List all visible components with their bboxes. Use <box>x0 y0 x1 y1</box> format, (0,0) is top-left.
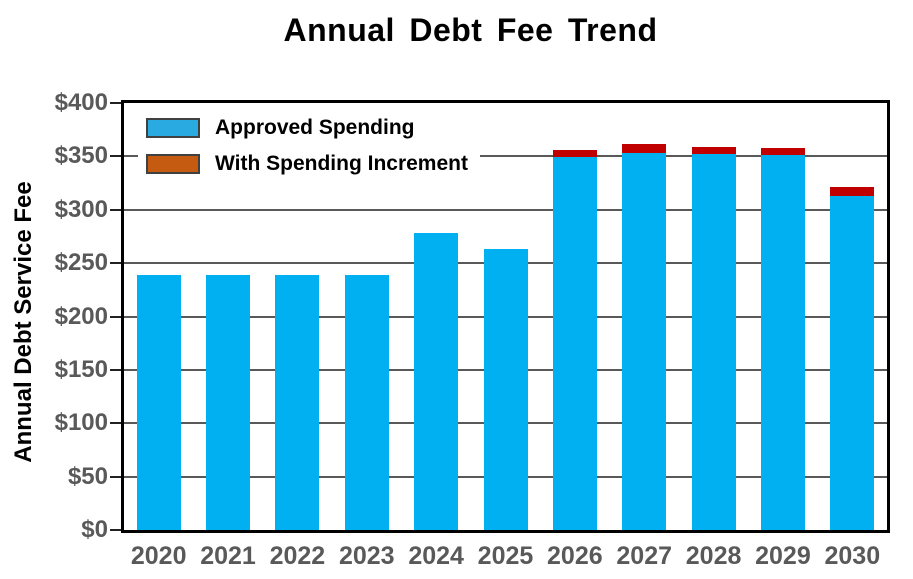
legend-label: With Spending Increment <box>215 152 468 175</box>
bar-segment-spending-increment <box>622 143 667 154</box>
bar-segment-approved-spending <box>691 154 736 530</box>
y-axis-tick <box>110 315 121 318</box>
bar-segment-spending-increment <box>830 187 875 196</box>
y-tick-label: $200 <box>54 302 108 330</box>
x-tick-label: 2023 <box>338 542 395 570</box>
plot-area: Approved Spending With Spending Increment <box>110 100 890 533</box>
x-tick-label: 2030 <box>824 542 881 570</box>
x-tick-label: 2021 <box>200 542 256 570</box>
x-tick-label: 2027 <box>616 542 673 570</box>
x-tick-label: 2029 <box>755 542 811 570</box>
bar-segment-approved-spending <box>275 274 320 530</box>
legend-swatch-approved-spending <box>146 118 200 138</box>
x-tick-label: 2025 <box>477 542 534 570</box>
chart-title: Annual Debt Fee Trend <box>283 12 658 48</box>
bar-segment-approved-spending <box>136 274 181 530</box>
bar-segment-approved-spending <box>206 274 250 530</box>
y-axis-tick <box>110 262 121 265</box>
x-tick-label: 2028 <box>685 542 742 570</box>
y-axis-tick <box>110 368 121 371</box>
bar-segment-spending-increment <box>761 147 805 156</box>
legend-item: Approved Spending <box>146 116 468 140</box>
bar-segment-spending-increment <box>691 146 736 155</box>
y-axis-tick <box>110 102 121 104</box>
legend-label: Approved Spending <box>215 116 415 139</box>
bar-segment-approved-spending <box>552 157 597 530</box>
bar-segment-approved-spending <box>344 274 389 530</box>
y-axis-tick <box>110 529 121 531</box>
gridline <box>124 208 887 211</box>
legend-item: With Spending Increment <box>146 152 468 176</box>
bar-segment-approved-spending <box>830 195 875 530</box>
y-axis-tick <box>110 155 121 158</box>
y-tick-label: $300 <box>54 195 108 223</box>
x-tick-label: 2024 <box>408 542 464 570</box>
y-tick-label: $250 <box>54 249 108 277</box>
y-tick-label: $150 <box>54 355 108 383</box>
gridline <box>124 155 887 158</box>
y-axis-tick <box>110 208 121 211</box>
bar-segment-approved-spending <box>414 233 459 530</box>
bar-segment-approved-spending <box>622 153 667 530</box>
y-tick-label: $0 <box>81 516 108 543</box>
y-tick-label: $400 <box>54 89 108 116</box>
legend-swatch-with-spending-increment <box>146 154 200 174</box>
x-tick-label: 2026 <box>547 542 603 570</box>
legend: Approved Spending With Spending Increment <box>138 112 480 182</box>
bar-segment-spending-increment <box>552 149 597 158</box>
y-tick-label: $50 <box>67 462 108 490</box>
y-tick-label: $350 <box>54 142 108 170</box>
y-axis-tick <box>110 422 121 425</box>
y-tick-label: $100 <box>54 409 108 437</box>
x-tick-label: 2022 <box>269 542 326 570</box>
y-axis-tick <box>110 475 121 478</box>
x-tick-label: 2020 <box>130 542 187 570</box>
bar-segment-approved-spending <box>761 155 805 530</box>
bar-segment-approved-spending <box>483 249 528 530</box>
